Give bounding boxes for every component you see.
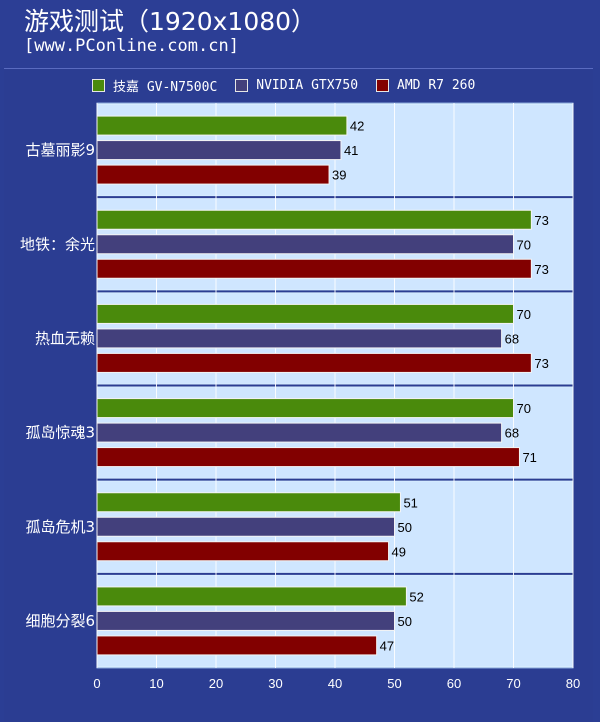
bar — [96, 492, 401, 513]
bar — [96, 635, 378, 656]
value-label: 39 — [332, 168, 346, 183]
bar — [96, 447, 520, 468]
bar — [96, 541, 390, 562]
bar — [96, 586, 407, 607]
value-label: 68 — [505, 331, 519, 346]
legend-item-amd: AMD R7 260 — [376, 78, 475, 93]
bar — [96, 422, 503, 443]
x-tick-label: 60 — [447, 676, 461, 691]
bar — [96, 303, 514, 324]
bar — [96, 398, 514, 419]
legend-swatch-nvidia — [235, 78, 249, 92]
category-label: 孤岛危机3 — [25, 518, 95, 536]
value-label: 50 — [398, 614, 412, 629]
bar — [96, 209, 532, 230]
bar — [96, 258, 532, 279]
source-url: [www.PConline.com.cn] — [24, 36, 239, 56]
legend: 技嘉 GV-N7500C NVIDIA GTX750 AMD R7 260 — [92, 74, 483, 96]
x-tick-label: 80 — [566, 676, 580, 691]
value-label: 51 — [403, 495, 417, 510]
category-label: 古墓丽影9 — [25, 141, 95, 159]
bar — [96, 234, 514, 255]
bar — [96, 610, 395, 631]
value-label: 47 — [380, 638, 394, 653]
value-label: 70 — [517, 237, 531, 252]
value-label: 73 — [534, 262, 548, 277]
x-tick-label: 20 — [209, 676, 223, 691]
value-label: 68 — [505, 426, 519, 441]
value-label: 52 — [409, 589, 423, 604]
x-tick-label: 0 — [93, 676, 100, 691]
value-label: 70 — [517, 401, 531, 416]
legend-swatch-gigabyte — [92, 78, 105, 92]
x-tick-label: 10 — [149, 676, 163, 691]
category-label: 细胞分裂6 — [25, 612, 95, 630]
value-label: 73 — [534, 213, 548, 228]
legend-label-nvidia: NVIDIA GTX750 — [256, 77, 359, 93]
bar — [96, 352, 532, 373]
x-tick-label: 50 — [387, 676, 401, 691]
value-label: 71 — [522, 450, 536, 465]
header: 游戏测试（1920x1080） [www.PConline.com.cn] — [0, 0, 600, 68]
legend-item-nvidia: NVIDIA GTX750 — [235, 78, 358, 93]
category-label: 孤岛惊魂3 — [25, 424, 95, 442]
x-tick-label: 40 — [328, 676, 342, 691]
bar — [96, 328, 503, 349]
chart-title: 游戏测试（1920x1080） — [24, 7, 317, 36]
legend-item-gigabyte: 技嘉 GV-N7500C — [92, 76, 217, 95]
value-label: 49 — [392, 544, 406, 559]
value-label: 73 — [534, 356, 548, 371]
category-label: 热血无赖 — [35, 329, 95, 347]
bar — [96, 140, 342, 161]
value-label: 41 — [344, 143, 358, 158]
legend-label-amd: AMD R7 260 — [397, 77, 476, 93]
value-label: 50 — [398, 520, 412, 535]
value-label: 70 — [517, 307, 531, 322]
bar — [96, 115, 348, 136]
x-tick-label: 70 — [506, 676, 520, 691]
legend-label-gigabyte: 技嘉 GV-N7500C — [113, 79, 218, 95]
x-tick-label: 30 — [268, 676, 282, 691]
bar — [96, 164, 330, 185]
legend-swatch-amd — [376, 78, 390, 92]
category-label: 地铁：余光 — [20, 235, 95, 253]
value-label: 42 — [350, 119, 364, 134]
bar — [96, 516, 395, 537]
